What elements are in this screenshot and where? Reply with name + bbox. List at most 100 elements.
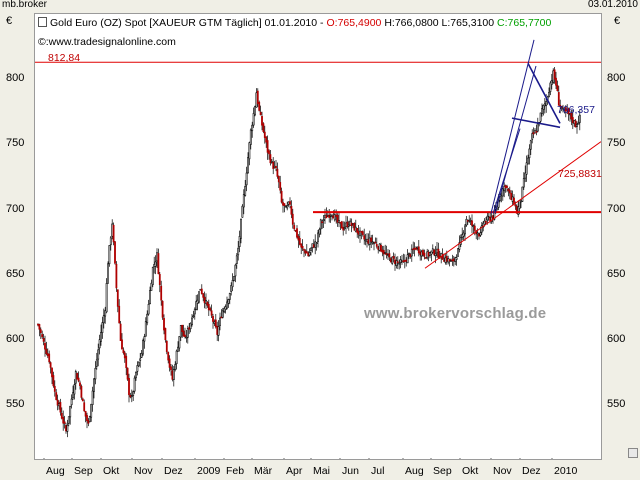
channel-upper — [490, 39, 535, 214]
candle-body — [268, 150, 270, 155]
resize-grip[interactable] — [628, 448, 638, 458]
candle-body — [202, 293, 205, 298]
candle-body — [130, 395, 133, 398]
candle-body — [126, 367, 129, 380]
candle-body — [261, 116, 263, 126]
candle-body — [136, 365, 139, 372]
x-tick-4: Dez — [164, 465, 183, 477]
candle-body — [503, 186, 506, 192]
candle-body — [280, 190, 283, 203]
candle-body — [72, 392, 74, 399]
candle-body — [165, 340, 168, 352]
candle-body — [422, 249, 424, 255]
candle-body — [303, 249, 305, 251]
candle-body — [443, 260, 445, 262]
candle-body — [356, 227, 359, 233]
candle-body — [172, 369, 175, 380]
candle-body — [521, 186, 524, 202]
candle-body — [234, 264, 237, 277]
y-tick-left-750: 750 — [6, 137, 25, 150]
candle-body — [221, 310, 224, 318]
window-label: mb.broker — [2, 0, 48, 10]
y-tick-left-650: 650 — [6, 267, 25, 280]
candle-body — [263, 131, 266, 138]
overlay-lines — [35, 39, 601, 269]
candle-body — [571, 117, 574, 124]
candle-body — [576, 124, 578, 127]
candle-body — [101, 322, 104, 333]
candle-body — [436, 248, 438, 253]
candle-body — [529, 140, 532, 150]
candle-body — [405, 259, 408, 262]
candle-body — [245, 172, 248, 186]
candle-body — [139, 358, 142, 361]
candle-body — [451, 259, 454, 262]
candle-body — [448, 258, 451, 262]
candle-body — [60, 412, 63, 419]
candle-body — [430, 250, 433, 255]
candle-body — [374, 241, 377, 244]
candle-body — [429, 252, 431, 256]
candle-body — [504, 185, 507, 189]
candle-body — [297, 236, 300, 241]
candle-body — [380, 244, 382, 252]
candle-body — [205, 299, 207, 304]
candle-body — [118, 305, 121, 324]
candle-body — [287, 201, 290, 205]
x-tick-15: Nov — [493, 465, 512, 477]
candle-body — [76, 373, 79, 380]
candle-body — [378, 243, 381, 251]
candle-body — [333, 214, 336, 221]
candle-body — [114, 241, 116, 264]
y-tick-right-800: 800 — [607, 72, 626, 84]
candle-body — [437, 248, 440, 258]
candle-body — [142, 340, 144, 355]
candle-body — [284, 205, 287, 208]
candle-body — [370, 237, 373, 242]
candle-body — [262, 123, 265, 132]
candle-body — [97, 349, 100, 360]
candle-body — [179, 325, 182, 338]
candle-body — [423, 252, 426, 257]
candle-body — [385, 253, 388, 256]
candle-body — [545, 101, 548, 106]
candle-body — [419, 251, 422, 255]
candle-body — [56, 399, 59, 406]
candle-body — [424, 257, 427, 259]
x-tick-2: Okt — [103, 465, 120, 477]
candle-body — [70, 398, 73, 406]
candle-body — [123, 352, 126, 359]
candle-body — [384, 252, 387, 254]
candle-body — [199, 288, 202, 291]
candle-body — [507, 188, 510, 192]
y-tick-right-600: 600 — [607, 333, 626, 345]
candle-body — [317, 232, 319, 242]
candle-body — [375, 244, 378, 247]
candle-body — [412, 248, 415, 251]
candle-body — [38, 324, 41, 330]
candle-body — [489, 216, 492, 221]
candle-body — [452, 258, 455, 262]
candle-body — [193, 308, 196, 315]
candle-body — [550, 80, 553, 85]
candle-body — [140, 353, 143, 358]
candle-body — [206, 301, 209, 306]
candle-body — [525, 162, 528, 175]
candle-body — [230, 285, 233, 292]
candle-body — [367, 239, 370, 244]
visibility-checkbox[interactable] — [38, 17, 47, 27]
candle-body — [45, 349, 48, 355]
candle-body — [560, 105, 563, 109]
candle-body — [487, 216, 490, 219]
candle-body — [343, 227, 346, 229]
candle-body — [44, 342, 46, 350]
candle-body — [468, 219, 471, 222]
x-tick-12: Aug — [405, 465, 424, 477]
candle-body — [321, 221, 324, 224]
candle-body — [164, 328, 167, 341]
candle-body — [485, 221, 487, 223]
candle-body — [107, 263, 109, 284]
candle-body — [240, 218, 242, 239]
candle-body — [84, 410, 87, 417]
currency-symbol-left: € — [6, 15, 13, 27]
